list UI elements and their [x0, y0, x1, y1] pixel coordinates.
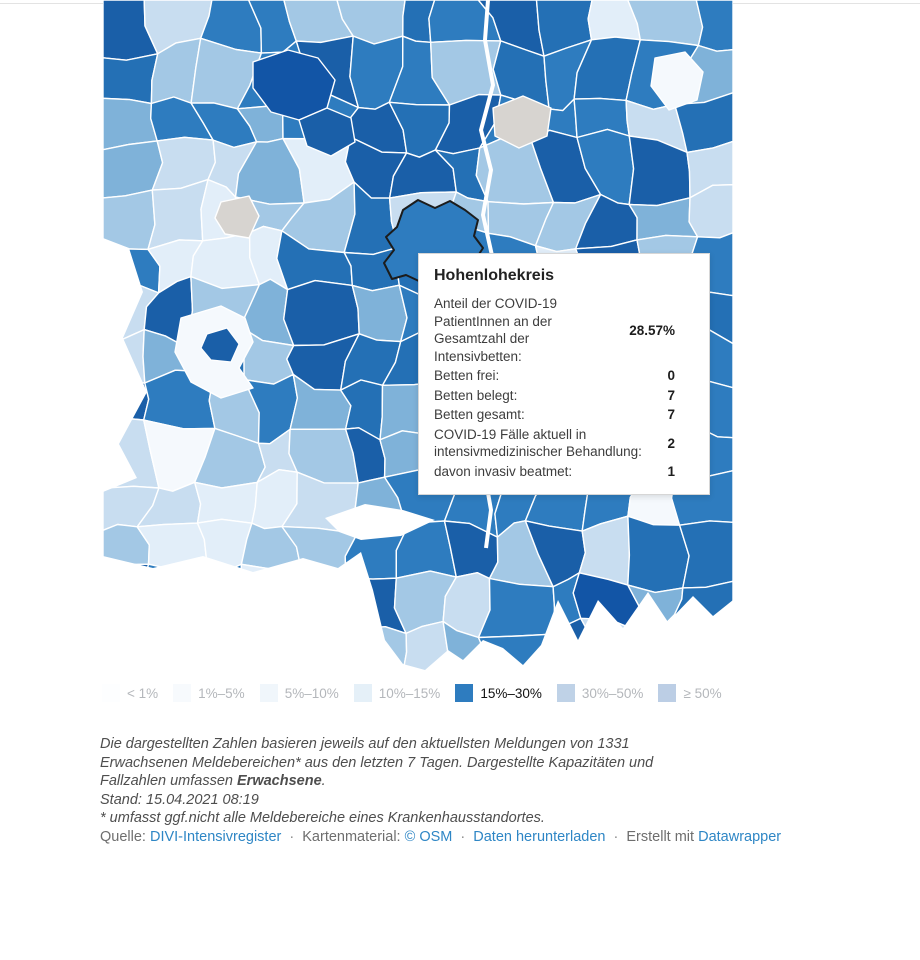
district-shape[interactable]	[650, 51, 704, 111]
legend: < 1% 1%–5% 5%–10% 10%–15% 15%–30% 30%–50…	[102, 684, 742, 702]
attribution-line: Quelle: DIVI-Intensivregister · Kartenma…	[100, 829, 820, 845]
district-shape[interactable]	[298, 107, 356, 157]
legend-label: < 1%	[127, 685, 159, 701]
tooltip-row-value: 7	[667, 407, 675, 423]
legend-item-1-5[interactable]: 1%–5%	[173, 684, 245, 702]
district-shape[interactable]	[678, 520, 733, 589]
tooltip-row-label: Anteil der COVID-19 PatientInnen an der …	[434, 296, 558, 364]
tooltip-row-value: 1	[667, 463, 675, 479]
district-shape[interactable]	[351, 284, 408, 343]
tooltip-row: Betten gesamt: 7	[434, 406, 675, 424]
district-shape[interactable]	[674, 92, 733, 154]
separator-dot: ·	[289, 829, 295, 845]
tooltip-row-label: Betten belegt:	[434, 387, 518, 403]
legend-item-10-15[interactable]: 10%–15%	[353, 684, 441, 702]
tooltip-row: Betten belegt: 7	[434, 387, 675, 405]
legend-swatch	[259, 684, 278, 702]
district-shape[interactable]	[688, 183, 733, 239]
district-shape-no-data[interactable]	[492, 95, 552, 149]
source-label: Quelle:	[100, 829, 146, 845]
legend-item-30-50[interactable]: 30%–50%	[556, 684, 644, 702]
legend-label: 30%–50%	[581, 685, 644, 701]
tooltip-title: Hohenlohekreis	[434, 267, 555, 284]
district-shape[interactable]	[686, 140, 733, 199]
legend-label: 10%–15%	[378, 685, 441, 701]
district-shape-no-data[interactable]	[214, 195, 260, 239]
tooltip-row-value: 2	[667, 435, 675, 451]
district-shape[interactable]	[200, 327, 240, 363]
notes-bold-erwachsene: Erwachsene	[237, 773, 322, 789]
osm-link[interactable]: © OSM	[404, 829, 453, 845]
notes-line: Erwachsenen Meldebereichen* aus den letz…	[100, 754, 654, 771]
tooltip-row: Anteil der COVID-19 PatientInnen an der …	[434, 295, 675, 365]
tooltip-row: davon invasiv beatmet: 1	[434, 463, 675, 481]
separator-dot: ·	[460, 829, 466, 845]
tooltip-row-label: Betten gesamt:	[434, 407, 525, 422]
legend-swatch	[455, 684, 474, 702]
tooltip-row-value: 0	[667, 368, 675, 384]
district-shape[interactable]	[282, 279, 360, 347]
district-shape[interactable]	[103, 189, 156, 251]
legend-swatch	[556, 684, 575, 702]
created-with-label: Erstellt mit	[626, 829, 695, 845]
legend-swatch	[173, 684, 192, 702]
datawrapper-link[interactable]: Datawrapper	[698, 829, 782, 845]
separator-dot: ·	[613, 829, 619, 845]
district-shape[interactable]	[103, 53, 159, 105]
legend-label: 15%–30%	[480, 685, 542, 701]
legend-label: 1%–5%	[198, 685, 245, 701]
tooltip-row-label: COVID-19 Fälle aktuell in intensivmedizi…	[434, 426, 642, 460]
legend-item-ge50[interactable]: ≥ 50%	[658, 684, 722, 702]
download-data-link[interactable]: Daten herunterladen	[473, 829, 606, 845]
stand-line: Stand: 15.04.2021 08:19	[100, 791, 259, 808]
lake-area	[325, 504, 435, 540]
tooltip-row-value: 28.57%	[629, 322, 675, 338]
district-tooltip: Hohenlohekreis Anteil der COVID-19 Patie…	[418, 253, 710, 495]
legend-item-5-10[interactable]: 5%–10%	[259, 684, 339, 702]
legend-item-lt1[interactable]: < 1%	[102, 684, 158, 702]
district-shape[interactable]	[147, 178, 209, 251]
map-material-label: Kartenmaterial:	[302, 829, 401, 845]
notes-line: Fallzahlen umfassen Erwachsene.	[100, 773, 326, 789]
legend-swatch	[658, 684, 677, 702]
tooltip-row: COVID-19 Fälle aktuell in intensivmedizi…	[434, 426, 675, 461]
legend-swatch	[353, 684, 372, 702]
asterisk-line: * umfasst ggf.nicht alle Meldebereiche e…	[100, 810, 545, 826]
source-link[interactable]: DIVI-Intensivregister	[149, 829, 282, 845]
outside-area	[103, 238, 147, 492]
tooltip-row-value: 7	[667, 387, 675, 403]
district-shape[interactable]	[695, 0, 733, 52]
district-shape[interactable]	[193, 481, 258, 524]
tooltip-row-label: Betten frei:	[434, 368, 500, 383]
legend-label: 5%–10%	[284, 685, 339, 701]
legend-label: ≥ 50%	[683, 685, 722, 701]
outside-area	[103, 552, 733, 673]
tooltip-row-label: davon invasiv beatmet:	[434, 463, 573, 479]
district-shape[interactable]	[477, 577, 556, 639]
tooltip-row: Betten frei: 0	[434, 367, 675, 385]
footnotes: Die dargestellten Zahlen basieren jeweil…	[100, 735, 740, 828]
legend-item-15-30[interactable]: 15%–30%	[455, 684, 542, 702]
notes-line: Die dargestellten Zahlen basieren jeweil…	[100, 736, 630, 752]
legend-swatch	[102, 684, 120, 702]
